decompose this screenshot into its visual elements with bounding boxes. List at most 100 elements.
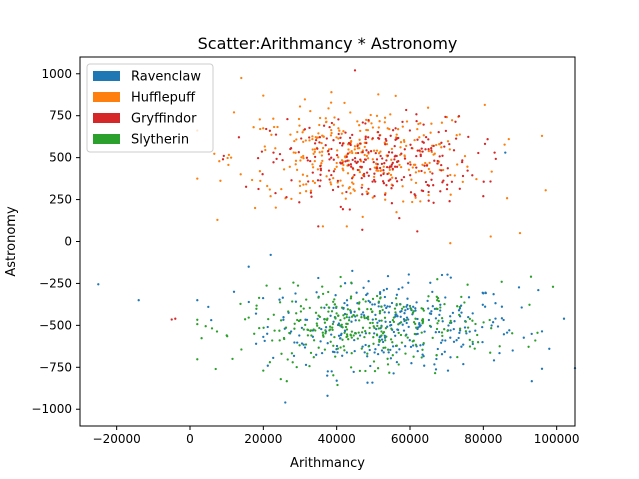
data-point xyxy=(456,355,459,359)
data-point xyxy=(285,380,288,383)
data-point xyxy=(333,335,336,339)
data-point xyxy=(347,141,351,145)
data-point xyxy=(327,153,331,156)
data-point xyxy=(407,318,410,321)
data-point xyxy=(339,346,342,349)
data-point xyxy=(477,151,480,155)
data-point xyxy=(540,330,544,333)
data-point xyxy=(378,292,382,296)
data-point xyxy=(365,149,368,152)
data-point xyxy=(522,336,525,339)
data-point xyxy=(329,101,333,104)
data-point xyxy=(433,363,436,366)
data-point xyxy=(375,294,379,298)
data-point xyxy=(344,131,347,134)
data-point xyxy=(415,154,418,158)
data-point xyxy=(324,144,327,147)
data-point xyxy=(329,183,333,186)
data-point xyxy=(280,187,283,191)
data-point xyxy=(342,130,345,133)
data-point xyxy=(358,334,362,337)
data-point xyxy=(402,305,405,309)
data-point xyxy=(360,347,363,350)
data-point xyxy=(335,136,338,139)
data-point xyxy=(272,161,275,164)
data-point xyxy=(340,323,343,326)
data-point xyxy=(363,175,366,178)
data-point xyxy=(435,327,439,331)
data-point xyxy=(430,147,433,150)
data-point xyxy=(226,156,229,160)
legend-label: Slytherin xyxy=(131,133,189,148)
data-point xyxy=(380,319,383,322)
data-point xyxy=(490,170,493,173)
data-point xyxy=(414,307,417,310)
data-point xyxy=(318,116,322,120)
data-point xyxy=(410,178,413,181)
data-point xyxy=(395,302,398,306)
y-tick-label: −500 xyxy=(39,318,72,332)
data-point xyxy=(391,318,395,322)
data-point xyxy=(373,369,377,373)
data-point xyxy=(395,360,399,364)
x-tick-label: −20000 xyxy=(93,432,141,446)
data-point xyxy=(483,103,486,107)
data-point xyxy=(266,184,269,188)
data-point xyxy=(270,133,273,136)
data-point xyxy=(294,159,298,162)
data-point xyxy=(394,127,397,130)
data-point xyxy=(389,173,393,177)
data-point xyxy=(444,115,447,119)
data-point xyxy=(336,179,340,183)
data-point xyxy=(427,307,430,310)
data-point xyxy=(196,322,199,326)
data-point xyxy=(427,193,430,197)
data-point xyxy=(402,200,405,203)
data-point xyxy=(278,301,282,304)
data-point xyxy=(396,128,400,131)
data-point xyxy=(372,342,375,345)
data-point xyxy=(440,163,443,167)
data-point xyxy=(332,300,335,303)
data-point xyxy=(323,318,326,321)
data-point xyxy=(296,130,299,134)
data-point xyxy=(268,188,271,191)
data-point xyxy=(328,158,331,161)
data-point xyxy=(302,343,305,346)
data-point xyxy=(440,317,444,320)
data-point xyxy=(441,334,444,338)
data-point xyxy=(449,319,452,323)
data-point xyxy=(415,119,418,123)
data-point xyxy=(380,325,383,328)
data-point xyxy=(403,154,406,157)
data-point xyxy=(321,150,324,153)
data-point xyxy=(421,353,424,356)
data-point xyxy=(431,305,434,308)
x-tick-label: 60000 xyxy=(391,432,429,446)
data-point xyxy=(384,346,387,349)
y-tick-label: −750 xyxy=(39,360,72,374)
data-point xyxy=(207,305,210,309)
data-point xyxy=(349,143,352,147)
data-point xyxy=(530,380,533,383)
data-point xyxy=(349,311,353,314)
legend-label: Ravenclaw xyxy=(131,70,201,85)
data-point xyxy=(449,242,452,245)
data-point xyxy=(441,339,444,342)
data-point xyxy=(384,339,387,342)
data-point xyxy=(423,330,426,333)
data-point xyxy=(375,149,379,152)
data-point xyxy=(265,284,268,287)
data-point xyxy=(447,324,450,327)
data-point xyxy=(414,309,417,312)
data-point xyxy=(227,153,231,157)
data-point xyxy=(403,157,407,160)
data-point xyxy=(394,177,398,180)
data-point xyxy=(354,332,358,335)
data-point xyxy=(440,273,444,277)
data-point xyxy=(349,140,353,144)
data-point xyxy=(361,183,364,187)
data-point xyxy=(290,179,293,182)
data-point xyxy=(476,341,480,344)
